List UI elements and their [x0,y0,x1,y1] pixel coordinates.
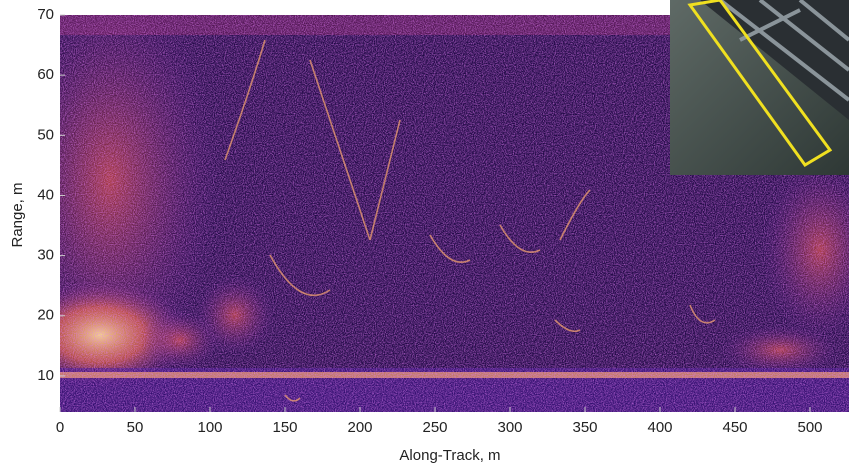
y-tick-label: 60 [37,66,54,83]
y-tick-label: 20 [37,307,54,324]
y-tick-label: 30 [37,247,54,264]
x-axis-label: Along-Track, m [399,447,500,464]
x-tick-label: 50 [127,419,144,436]
x-tick-label: 350 [572,419,597,436]
x-tick-label: 100 [197,419,222,436]
x-tick-label: 200 [347,419,372,436]
y-tick-label: 40 [37,186,54,203]
x-tick-label: 150 [272,419,297,436]
x-tick-label: 500 [797,419,822,436]
x-tick-label: 0 [56,419,64,436]
x-tick-label: 450 [722,419,747,436]
y-axis-label: Range, m [9,182,26,247]
inset-photo [670,0,849,175]
y-tick-label: 10 [37,367,54,384]
x-tick-label: 250 [422,419,447,436]
y-tick-label: 70 [37,6,54,23]
y-tick-label: 50 [37,126,54,143]
x-tick-label: 400 [647,419,672,436]
x-tick-label: 300 [497,419,522,436]
